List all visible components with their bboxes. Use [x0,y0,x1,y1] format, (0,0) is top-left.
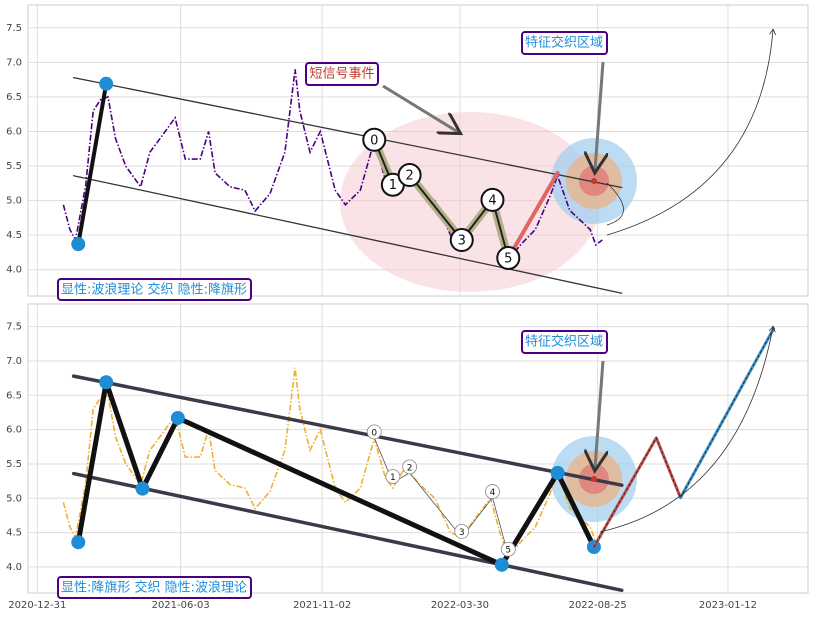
arrow [606,30,773,236]
overlay-line [76,81,109,247]
overlay-dash [680,328,774,498]
wave-label-circle [500,541,516,557]
wave-label-circle [485,484,500,499]
pivot-marker [494,557,509,572]
annotations: 短信号事件 特征交织区域 显性:波浪理论 交织 隐性:降旗形 特征交织区域 显性… [57,30,773,599]
x-tick-label: 2021-06-03 [152,600,210,611]
y-tick-label: 6.5 [6,390,22,401]
price-line [62,69,603,262]
arrow [595,360,603,468]
annotation: 特征交织区域 [525,334,603,350]
caption: 显性:降旗形 交织 隐性:波浪理论 [61,580,247,596]
caption-box [57,278,252,301]
wave-label: 2 [405,169,413,184]
arrow [382,84,458,132]
y-tick-label: 5.0 [6,493,22,504]
pivot-marker [99,375,114,390]
y-tick-label: 7.5 [6,23,22,34]
wave-label-circle [362,127,387,152]
caption: 显性:波浪理论 交织 隐性:降旗形 [61,282,247,298]
y-tick-label: 6.0 [6,425,22,436]
overlay-line [72,76,623,189]
overlay-dash [593,436,681,548]
x-tick-label: 2023-01-12 [699,600,757,611]
y-tick-label: 5.5 [6,161,22,172]
y-tick-label: 7.0 [6,57,22,68]
plot-area [27,303,809,594]
wave-label-circle [402,459,418,475]
y-tick-label: 4.0 [6,265,22,276]
caption-box [57,576,252,599]
wave-label: 0 [370,133,378,148]
wave-label: 5 [505,546,511,556]
y-tick-label: 4.0 [6,562,22,573]
wave-label: 4 [490,488,496,498]
overlay-line [71,471,624,593]
annotation: 短信号事件 [309,67,374,82]
annotation-box [521,330,608,354]
y-tick-label: 4.5 [6,528,22,539]
x-tick-label: 2020-12-31 [8,600,66,611]
wave-label: 3 [458,234,466,249]
wave-label: 2 [407,463,413,473]
annotation-box [521,31,608,55]
price-line [62,367,603,559]
overlay-line [72,175,623,294]
arrow [595,61,603,170]
x-tick-label: 2022-03-30 [431,600,489,611]
wave-label: 1 [390,473,396,483]
pivot-marker [71,237,86,252]
target-dot [591,178,597,184]
wave-label-circle [397,163,422,188]
y-tick-label: 4.5 [6,230,22,241]
wave-label-circle [496,245,521,270]
pivot-marker [135,481,150,496]
wave-label: 5 [504,251,512,266]
wave-label-circle [366,424,382,440]
y-tick-label: 7.5 [6,322,22,333]
overlay-line [506,171,560,260]
y-tick-label: 7.0 [6,356,22,367]
wave-label-circle [480,187,505,212]
wave-label: 0 [371,428,377,438]
arrow [599,327,773,533]
y-tick-label: 6.5 [6,92,22,103]
pivot-marker [71,535,86,550]
overlay-line [71,374,624,487]
y-tick-label: 5.5 [6,459,22,470]
arrow [606,182,624,226]
wave-label-circle [385,469,401,484]
pivot-marker [99,76,114,91]
annotation: 特征交织区域 [525,35,603,51]
wave-label-circle [449,228,474,253]
plot-area [27,4,809,297]
x-tick-label: 2022-08-25 [569,600,627,611]
wave-label: 3 [459,528,465,538]
y-tick-label: 6.0 [6,126,22,137]
wave-label: 1 [389,178,397,193]
pivot-marker [550,465,565,480]
wave-label: 4 [488,193,496,208]
annotation-box [305,62,379,86]
x-tick-label: 2021-11-02 [293,600,351,611]
pivot-marker [170,410,185,425]
wave-label-circle [454,523,470,539]
y-tick-label: 5.0 [6,196,22,207]
target-dot [591,476,597,482]
